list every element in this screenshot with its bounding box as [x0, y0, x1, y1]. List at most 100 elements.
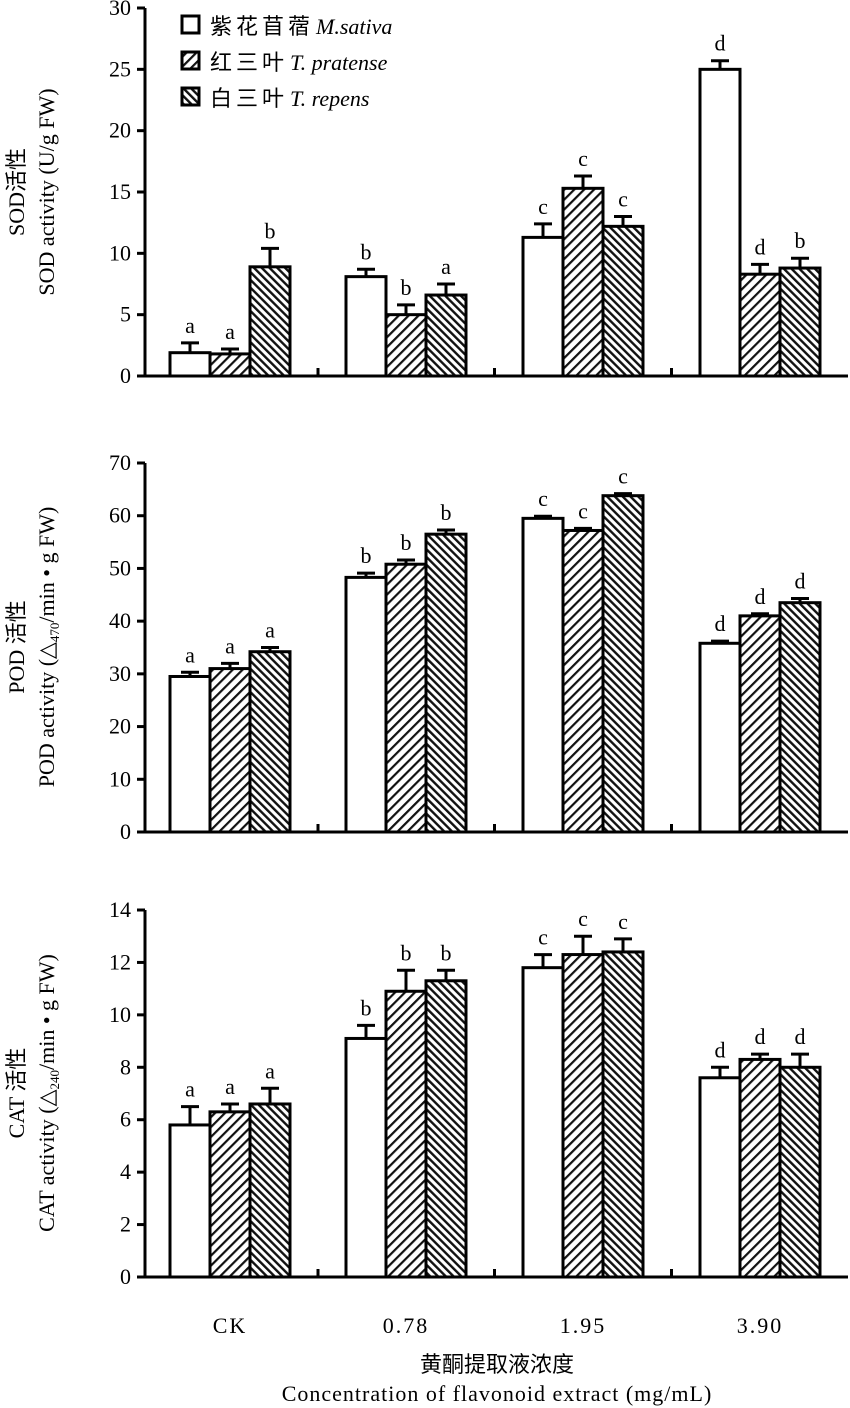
- bar-tpratense: [384, 313, 428, 378]
- y-axis-label-en: CAT activity (△240/min • g FW): [34, 954, 62, 1232]
- y-tick-label: 10: [109, 766, 131, 791]
- bar-trepens: [424, 532, 468, 834]
- y-axis-label-cn: CAT 活性: [4, 1048, 29, 1139]
- y-tick-label: 25: [109, 56, 131, 81]
- significance-letter: b: [401, 530, 412, 555]
- bar-msativa: [168, 1123, 212, 1279]
- significance-letter: c: [578, 498, 588, 523]
- panel-cat: 0 2 4 6 8 10 12 14 CAT 活性 CAT activity (△240/min …: [4, 897, 848, 1289]
- bar-msativa: [521, 235, 565, 378]
- bar-msativa: [344, 1036, 388, 1279]
- bar-msativa: [344, 275, 388, 378]
- bar-msativa: [521, 966, 565, 1279]
- significance-letter: c: [618, 187, 628, 212]
- panel-pod: 0 10 20 30 40 50 60 70 POD 活性 POD activity (△470/…: [4, 450, 848, 844]
- bar-tpratense: [738, 272, 782, 378]
- significance-letter: a: [185, 1077, 195, 1102]
- significance-letter: b: [401, 275, 412, 300]
- bar-msativa: [168, 351, 212, 378]
- y-axis-label-en: POD activity (△470/min • g FW): [34, 507, 62, 788]
- bar-trepens: [601, 494, 645, 834]
- significance-letter: a: [441, 254, 451, 279]
- y-tick-label: 10: [109, 1002, 131, 1027]
- significance-letter: b: [441, 500, 452, 525]
- y-axis-label-cn: SOD活性: [4, 148, 29, 236]
- significance-letter: d: [715, 1037, 726, 1062]
- significance-letter: c: [578, 906, 588, 931]
- legend: 紫花苜蓿M.sativa 红三叶T. pratense 白三叶T. repens: [180, 14, 392, 111]
- significance-letter: c: [578, 146, 588, 171]
- legend-swatch: [180, 14, 201, 35]
- y-tick-label: 0: [120, 363, 131, 388]
- y-tick-label: 4: [120, 1159, 131, 1184]
- significance-letter: d: [755, 234, 766, 259]
- bar-tpratense: [208, 1110, 252, 1279]
- x-tick-label: CK: [213, 1313, 248, 1338]
- significance-letter: b: [401, 940, 412, 965]
- y-tick-label: 20: [109, 714, 131, 739]
- y-tick-label: 14: [109, 897, 131, 922]
- bar-trepens: [778, 1065, 822, 1279]
- x-axis-label-en: Concentration of flavonoid extract (mg/m…: [282, 1381, 713, 1406]
- x-tick-label: 3.90: [737, 1313, 784, 1338]
- y-tick-label: 0: [120, 819, 131, 844]
- bar-trepens: [248, 265, 292, 378]
- bar-trepens: [424, 979, 468, 1279]
- significance-letter: c: [618, 464, 628, 489]
- y-tick-label: 8: [120, 1054, 131, 1079]
- y-tick-label: 50: [109, 555, 131, 580]
- bar-tpratense: [738, 614, 782, 834]
- x-tick-label: 0.78: [383, 1313, 430, 1338]
- significance-letter: c: [618, 909, 628, 934]
- significance-letter: b: [795, 228, 806, 253]
- bar-msativa: [344, 575, 388, 834]
- significance-letter: b: [361, 239, 372, 264]
- significance-letter: a: [265, 618, 275, 643]
- significance-letter: b: [265, 218, 276, 243]
- bar-tpratense: [208, 667, 252, 834]
- x-axis-label-cn: 黄酮提取液浓度: [420, 1352, 574, 1377]
- significance-letter: b: [361, 995, 372, 1020]
- significance-letter: a: [185, 313, 195, 338]
- y-tick-label: 60: [109, 503, 131, 528]
- y-axis-label-cn: POD 活性: [4, 600, 29, 694]
- significance-letter: b: [441, 940, 452, 965]
- y-tick-label: 40: [109, 608, 131, 633]
- bar-trepens: [778, 601, 822, 834]
- bar-tpratense: [208, 352, 252, 378]
- bar-msativa: [698, 1076, 742, 1279]
- bar-tpratense: [561, 528, 605, 834]
- bar-msativa: [698, 67, 742, 378]
- significance-letter: a: [225, 1074, 235, 1099]
- significance-letter: a: [225, 319, 235, 344]
- bar-tpratense: [384, 562, 428, 834]
- significance-letter: c: [538, 194, 548, 219]
- bar-trepens: [248, 1102, 292, 1279]
- bar-trepens: [424, 293, 468, 378]
- y-tick-label: 10: [109, 240, 131, 265]
- significance-letter: a: [265, 1058, 275, 1083]
- significance-letter: d: [795, 568, 806, 593]
- bar-msativa: [698, 641, 742, 834]
- y-tick-label: 30: [109, 661, 131, 686]
- y-tick-label: 2: [120, 1212, 131, 1237]
- x-tick-label: 1.95: [560, 1313, 607, 1338]
- legend-entry: 红三叶T. pratense: [210, 50, 388, 75]
- bar-trepens: [601, 950, 645, 1279]
- bar-tpratense: [384, 989, 428, 1279]
- legend-entry: 白三叶T. repens: [210, 86, 369, 111]
- y-tick-label: 70: [109, 450, 131, 475]
- legend-swatch: [180, 50, 201, 71]
- significance-letter: c: [538, 925, 548, 950]
- y-tick-label: 0: [120, 1264, 131, 1289]
- bar-trepens: [778, 266, 822, 378]
- panel-sod: 0 5 10 15 20 25 30 SOD活性 SOD activity (U/g FW) a b…: [4, 0, 848, 388]
- significance-letter: b: [361, 543, 372, 568]
- y-tick-label: 30: [109, 0, 131, 20]
- bar-trepens: [248, 650, 292, 834]
- y-tick-label: 6: [120, 1107, 131, 1132]
- bar-tpratense: [561, 186, 605, 378]
- significance-letter: a: [225, 633, 235, 658]
- significance-letter: d: [715, 611, 726, 636]
